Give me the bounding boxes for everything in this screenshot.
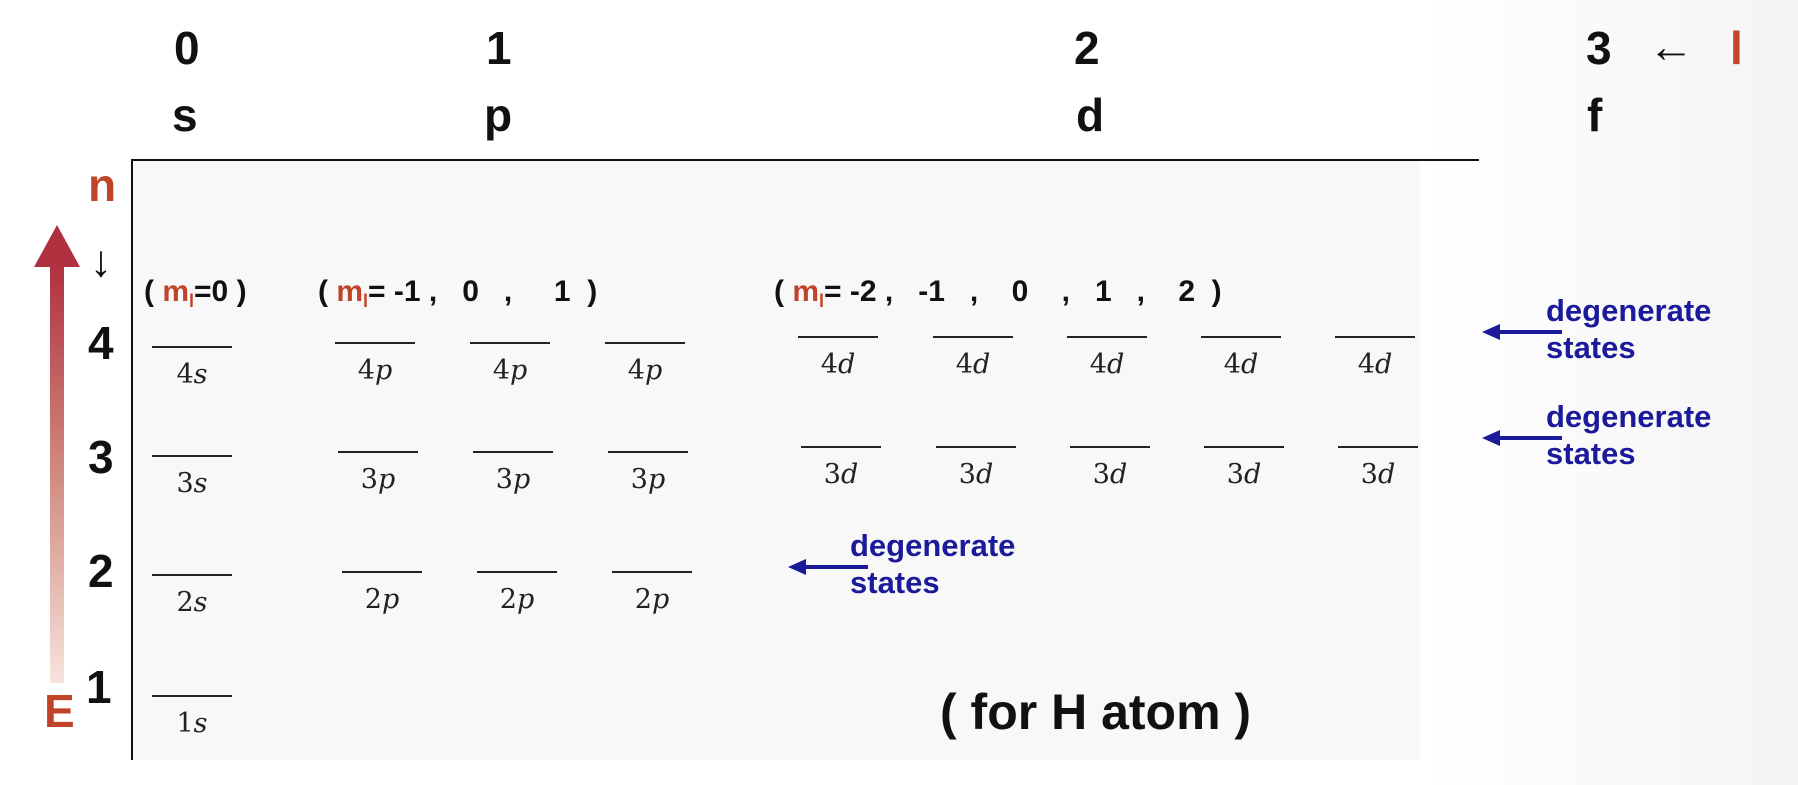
orbital-label-4p: 4p <box>357 355 393 386</box>
level-line-4d <box>1067 336 1147 338</box>
level-line-4d <box>933 336 1013 338</box>
orbital-label-4p: 4p <box>492 355 528 386</box>
orbital-label-2p: 2p <box>499 584 535 615</box>
level-line-3p <box>473 451 553 453</box>
level-line-2s <box>152 574 232 576</box>
orbital-label-2s: 2s <box>176 587 208 618</box>
l-value-3: 3 <box>1586 22 1612 74</box>
orbital-label-3p: 3p <box>360 464 396 495</box>
level-line-2p <box>342 571 422 573</box>
l-label: l <box>1730 22 1743 74</box>
degenerate-text: degenerate <box>1546 399 1712 434</box>
level-line-3s <box>152 455 232 457</box>
l-value-2: 2 <box>1074 22 1100 74</box>
level-line-3d <box>1204 446 1284 448</box>
n-label: n <box>88 159 117 211</box>
degenerate-arrow-icon <box>1482 430 1562 446</box>
states-text: states <box>1546 329 1636 365</box>
degenerate-text: degenerate <box>1546 293 1712 328</box>
degenerate-label-n3: degenerate states <box>1546 399 1711 472</box>
left-axis-line <box>131 160 133 760</box>
top-axis-line <box>131 159 1479 161</box>
n-down-arrow-icon: ↓ <box>90 237 112 286</box>
level-line-4p <box>335 342 415 344</box>
orbital-label-4d: 4d <box>955 349 991 380</box>
orbital-label-3d: 3d <box>1092 459 1128 490</box>
orbital-label-3s: 3s <box>176 468 208 499</box>
level-line-3d <box>1338 446 1418 448</box>
orbital-label-1s: 1s <box>176 708 208 739</box>
n-level-3: 3 <box>88 431 114 483</box>
level-line-4p <box>470 342 550 344</box>
level-line-3p <box>608 451 688 453</box>
orbital-label-4s: 4s <box>176 359 208 390</box>
l-value-0: 0 <box>174 22 200 74</box>
diagram-background <box>130 160 1420 760</box>
diagram-title: ( for H atom ) <box>940 684 1252 740</box>
energy-label: E <box>44 685 75 737</box>
orbital-label-4d: 4d <box>1223 349 1259 380</box>
level-line-1s <box>152 695 232 697</box>
orbital-label-2p: 2p <box>364 584 400 615</box>
orbital-label-4d: 4d <box>1089 349 1125 380</box>
orbital-label-4p: 4p <box>627 355 663 386</box>
degenerate-arrow-icon <box>788 559 868 575</box>
n-level-4: 4 <box>88 317 114 369</box>
level-line-2p <box>612 571 692 573</box>
right-fade <box>1420 0 1798 785</box>
level-line-3d <box>936 446 1016 448</box>
n-level-2: 2 <box>88 545 114 597</box>
level-line-3p <box>338 451 418 453</box>
states-text: states <box>850 564 940 600</box>
states-text: states <box>1546 435 1636 471</box>
ml-label-s: ( ml=0 ) <box>144 275 247 311</box>
level-line-3d <box>801 446 881 448</box>
orbital-label-3d: 3d <box>1360 459 1396 490</box>
ml-label-p: ( ml= -1 , 0 , 1 ) <box>318 275 598 311</box>
orbital-label-3d: 3d <box>1226 459 1262 490</box>
orbital-label-3d: 3d <box>958 459 994 490</box>
l-value-1: 1 <box>486 22 512 74</box>
level-line-4d <box>798 336 878 338</box>
l-symbol-p: p <box>484 89 513 141</box>
orbital-label-3d: 3d <box>823 459 859 490</box>
energy-arrow-icon <box>34 225 80 683</box>
degenerate-text: degenerate <box>850 528 1016 563</box>
l-symbol-s: s <box>172 89 198 141</box>
ml-label-d: ( ml= -2 , -1 , 0 , 1 , 2 ) <box>774 275 1222 311</box>
level-line-4d <box>1335 336 1415 338</box>
orbital-label-4d: 4d <box>820 349 856 380</box>
degenerate-arrow-icon <box>1482 324 1562 340</box>
level-line-4p <box>605 342 685 344</box>
orbital-label-3p: 3p <box>630 464 666 495</box>
degenerate-label-n2: degenerate states <box>850 528 1015 601</box>
degenerate-label-n4: degenerate states <box>1546 293 1711 366</box>
level-line-4s <box>152 346 232 348</box>
level-line-3d <box>1070 446 1150 448</box>
orbital-label-2p: 2p <box>634 584 670 615</box>
level-line-4d <box>1201 336 1281 338</box>
level-line-2p <box>477 571 557 573</box>
l-symbol-f: f <box>1587 89 1603 141</box>
l-arrow-icon: ← <box>1648 20 1694 72</box>
orbital-label-4d: 4d <box>1357 349 1393 380</box>
n-level-1: 1 <box>86 661 112 713</box>
orbital-label-3p: 3p <box>495 464 531 495</box>
l-symbol-d: d <box>1076 89 1105 141</box>
